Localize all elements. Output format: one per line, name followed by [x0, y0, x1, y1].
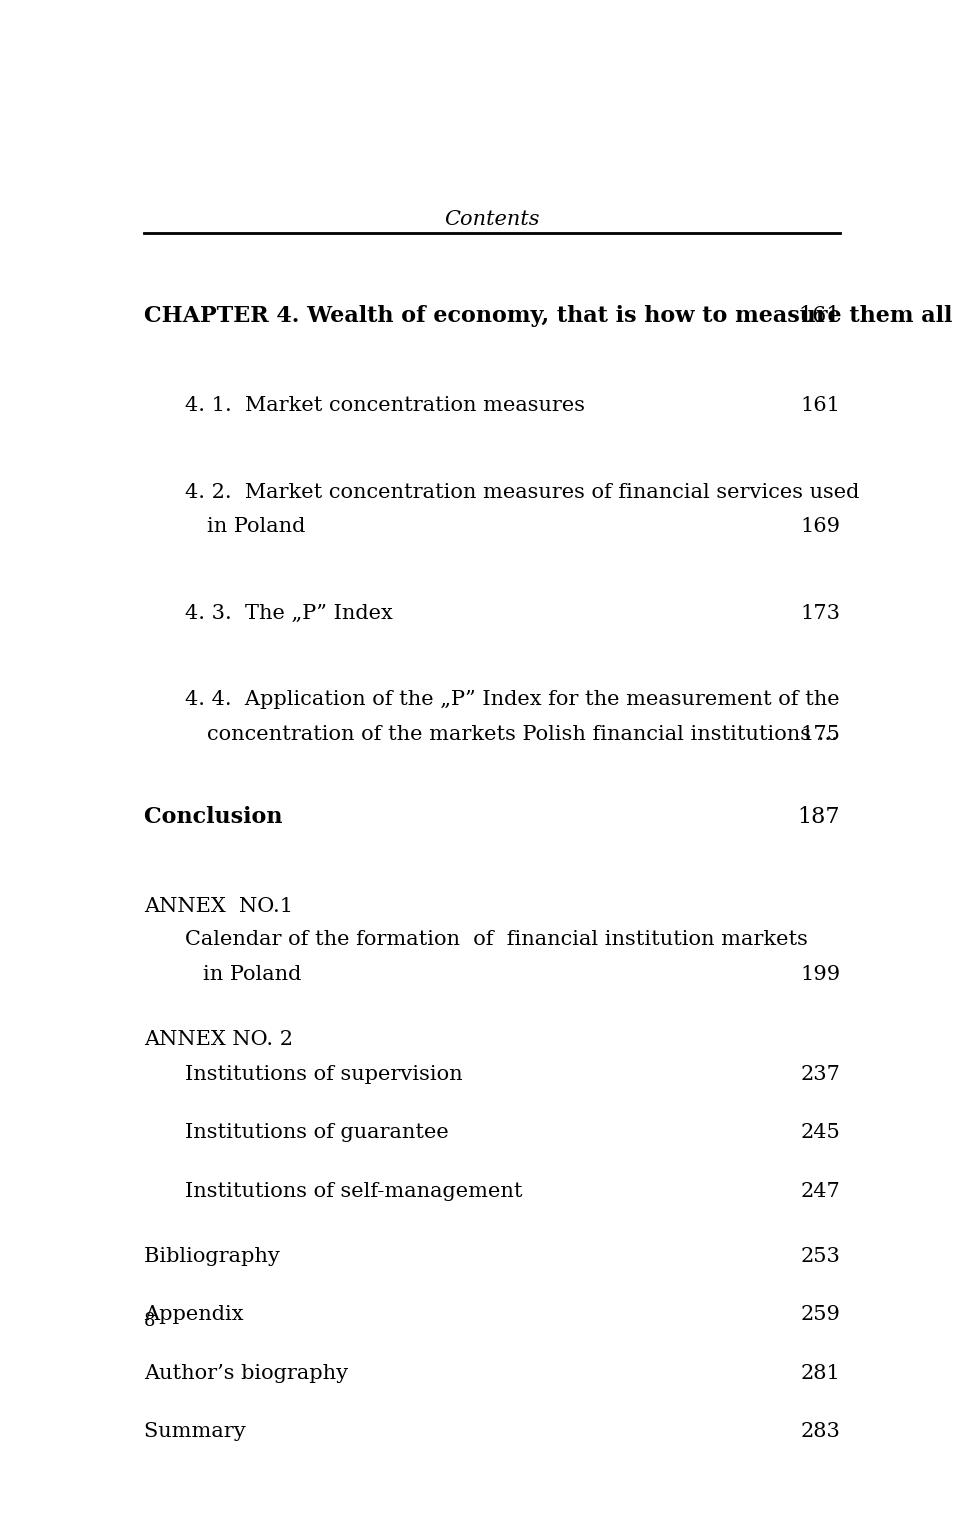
Text: 199: 199 [800, 965, 840, 985]
Text: Institutions of self-management: Institutions of self-management [184, 1182, 529, 1200]
Text: 281: 281 [801, 1364, 840, 1383]
Text: 283: 283 [801, 1423, 840, 1441]
Text: concentration of the markets Polish financial institutions ...: concentration of the markets Polish fina… [207, 724, 838, 744]
Text: Bibliography: Bibliography [144, 1247, 286, 1267]
Text: 4. 2.  Market concentration measures of financial services used: 4. 2. Market concentration measures of f… [184, 483, 859, 501]
Text: Appendix: Appendix [144, 1306, 250, 1324]
Text: in Poland: in Poland [207, 517, 312, 536]
Text: Summary: Summary [144, 1423, 252, 1441]
Text: 259: 259 [801, 1306, 840, 1324]
Text: 4. 1.  Market concentration measures: 4. 1. Market concentration measures [184, 397, 591, 415]
Text: 4. 4.  Application of the „P” Index for the measurement of the: 4. 4. Application of the „P” Index for t… [184, 689, 839, 709]
Text: Institutions of guarantee: Institutions of guarantee [184, 1123, 455, 1142]
Text: 237: 237 [801, 1065, 840, 1083]
Text: 253: 253 [801, 1247, 840, 1267]
Text: ANNEX NO. 2: ANNEX NO. 2 [144, 1030, 293, 1050]
Text: CHAPTER 4. Wealth of economy, that is how to measure them all ....: CHAPTER 4. Wealth of economy, that is ho… [144, 306, 960, 327]
Text: in Poland: in Poland [204, 965, 308, 985]
Text: 187: 187 [798, 806, 840, 829]
Text: 8: 8 [144, 1312, 156, 1330]
Text: 173: 173 [801, 603, 840, 623]
Text: 4. 3.  The „P” Index: 4. 3. The „P” Index [184, 603, 399, 623]
Text: 161: 161 [798, 306, 840, 327]
Text: Calendar of the formation  of  financial institution markets: Calendar of the formation of financial i… [184, 930, 807, 950]
Text: 247: 247 [801, 1182, 840, 1200]
Text: ANNEX  NO.1: ANNEX NO.1 [144, 897, 293, 917]
Text: 245: 245 [801, 1123, 840, 1142]
Text: Contents: Contents [444, 209, 540, 229]
Text: Institutions of supervision: Institutions of supervision [184, 1065, 469, 1083]
Text: 175: 175 [801, 724, 840, 744]
Text: 161: 161 [801, 397, 840, 415]
Text: Author’s biography: Author’s biography [144, 1364, 354, 1383]
Text: 169: 169 [801, 517, 840, 536]
Text: Conclusion: Conclusion [144, 806, 290, 829]
